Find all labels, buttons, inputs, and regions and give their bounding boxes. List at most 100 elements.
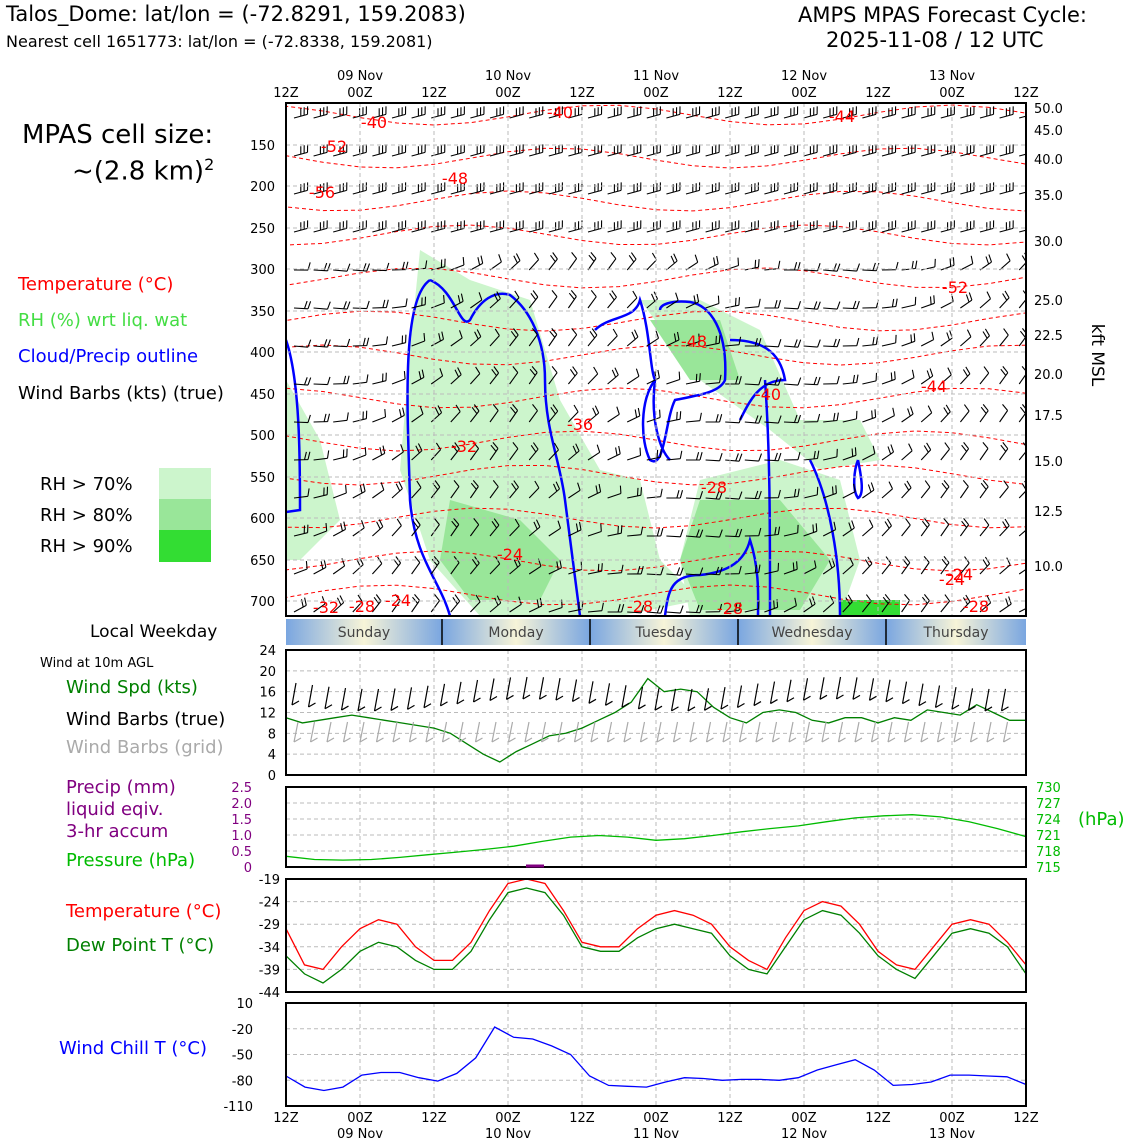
wind-barb bbox=[509, 290, 520, 309]
windchill-tick: 10 bbox=[236, 997, 253, 1012]
wind-barb bbox=[626, 290, 638, 309]
wind-barb bbox=[293, 377, 312, 386]
wind-barb bbox=[921, 106, 936, 119]
wind-barb bbox=[607, 604, 625, 613]
surface-barb-grid bbox=[969, 721, 978, 743]
wind-barb bbox=[725, 336, 742, 347]
hour-label-bottom: 12Z bbox=[569, 1111, 595, 1126]
hour-label-top: 00Z bbox=[495, 86, 521, 101]
wind-barb bbox=[725, 415, 743, 424]
surface-barb-grid bbox=[507, 721, 516, 743]
kft-tick: 15.0 bbox=[1034, 455, 1063, 470]
surface-barb-true bbox=[489, 678, 498, 701]
cloud-outline bbox=[763, 379, 772, 616]
wind-barb bbox=[509, 442, 519, 461]
wind-barb bbox=[960, 182, 975, 195]
wind-barb bbox=[450, 367, 462, 385]
precip-tick: 0.5 bbox=[231, 845, 252, 860]
wind-barb bbox=[371, 556, 383, 575]
legend-rh70: RH > 70% bbox=[40, 474, 133, 495]
wind-barb bbox=[979, 595, 992, 613]
wind-barb bbox=[862, 144, 877, 157]
temperature-label: -24 bbox=[497, 545, 523, 564]
wind-barb bbox=[489, 291, 501, 309]
wind-barb bbox=[469, 404, 480, 423]
wind-barb bbox=[372, 372, 387, 385]
wind-barb bbox=[391, 334, 407, 347]
wind-barb bbox=[548, 290, 558, 309]
wind-barb bbox=[705, 106, 720, 119]
wind-barb bbox=[372, 220, 387, 233]
wind-barb bbox=[607, 252, 617, 271]
wind-barb bbox=[783, 451, 801, 461]
wind-barb bbox=[725, 220, 740, 233]
wind-barb bbox=[548, 328, 558, 347]
model-cycle: 2025-11-08 / 12 UTC bbox=[826, 28, 1044, 52]
wind-barb bbox=[372, 445, 386, 461]
wind-barb bbox=[431, 220, 446, 233]
surface-barb-grid bbox=[474, 721, 483, 743]
wind-barb bbox=[450, 257, 465, 271]
wind-barb bbox=[509, 328, 519, 347]
wind-barb bbox=[783, 339, 802, 348]
wind-barb bbox=[627, 487, 643, 499]
wind-barb bbox=[705, 414, 723, 423]
wind-barb bbox=[430, 518, 440, 537]
wind-barb bbox=[313, 596, 326, 613]
wind-barb bbox=[469, 366, 481, 385]
wind-barb bbox=[666, 567, 684, 576]
wind-barb bbox=[587, 405, 600, 423]
wind-barb bbox=[764, 106, 779, 119]
wind-barb bbox=[862, 262, 880, 272]
surface-barb-true bbox=[670, 688, 679, 712]
wind-barb bbox=[823, 412, 839, 423]
pressure-tick: 450 bbox=[250, 388, 275, 403]
wind-barb bbox=[372, 519, 384, 537]
wind-barb bbox=[548, 252, 558, 271]
wind-barb bbox=[587, 602, 604, 613]
wind-barb bbox=[626, 329, 639, 347]
wind-barb bbox=[372, 299, 389, 309]
wind-barb bbox=[862, 299, 879, 309]
date-label-bottom: 10 Nov bbox=[485, 1127, 531, 1140]
wind-barb bbox=[783, 488, 800, 499]
cloud-outline bbox=[652, 379, 671, 461]
wind-barb bbox=[293, 106, 309, 119]
wind-barb bbox=[352, 483, 366, 499]
temperature-label: -28 bbox=[963, 597, 989, 616]
wind-barb bbox=[705, 566, 723, 576]
cell-subtitle: Nearest cell 1651773: lat/lon = (-72.833… bbox=[6, 32, 433, 51]
temperature-contour bbox=[286, 310, 1026, 332]
wind-barb bbox=[333, 182, 348, 195]
wind-barb bbox=[450, 106, 465, 119]
precip-tick: 1.5 bbox=[231, 813, 252, 828]
wind-barb bbox=[352, 300, 370, 310]
wind-barb bbox=[372, 336, 389, 347]
wind-barb bbox=[881, 518, 892, 537]
wind-barb bbox=[725, 376, 742, 385]
wind-barb bbox=[627, 605, 645, 614]
temperature-label: -24 bbox=[939, 570, 965, 589]
temperature-label: -44 bbox=[829, 107, 855, 126]
weekday-name: Thursday bbox=[922, 625, 988, 641]
wind-barb bbox=[803, 413, 821, 423]
wind-barb bbox=[313, 262, 331, 272]
wind-barb bbox=[313, 376, 331, 386]
wind-barb bbox=[450, 518, 460, 537]
wind-barb bbox=[705, 255, 719, 271]
wind-barb bbox=[921, 295, 935, 309]
surface-barb-grid bbox=[656, 721, 665, 743]
precip-tick: 2.5 bbox=[231, 781, 252, 796]
wind-barb bbox=[666, 253, 678, 271]
temperature-label: -48 bbox=[681, 332, 707, 351]
wind-barb bbox=[528, 480, 540, 499]
wind-barb bbox=[489, 220, 505, 233]
pressure-tick: 350 bbox=[250, 305, 275, 320]
wind-barb bbox=[842, 520, 855, 537]
wind-barb bbox=[293, 182, 309, 195]
precip-tick: 1.0 bbox=[231, 829, 252, 844]
surface-barb-true bbox=[456, 681, 465, 705]
wind-barb bbox=[862, 182, 877, 195]
wind-barb bbox=[842, 300, 860, 310]
wind-barb bbox=[293, 339, 312, 348]
